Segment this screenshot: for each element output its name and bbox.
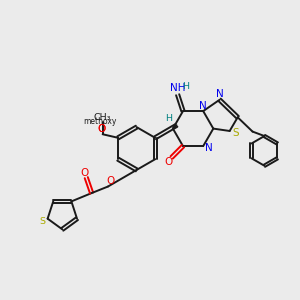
Text: O: O <box>81 168 89 178</box>
Text: N: N <box>199 101 207 111</box>
Text: NH: NH <box>170 83 186 93</box>
Text: O: O <box>164 157 172 167</box>
Text: methoxy: methoxy <box>84 117 117 126</box>
Text: O: O <box>107 176 115 186</box>
Text: H: H <box>165 114 172 123</box>
Text: S: S <box>232 128 239 138</box>
Text: N: N <box>216 89 224 100</box>
Text: H: H <box>182 82 190 91</box>
Text: CH₃: CH₃ <box>94 112 111 122</box>
Text: N: N <box>205 143 212 154</box>
Text: O: O <box>97 124 105 134</box>
Text: O: O <box>97 124 105 134</box>
Text: S: S <box>40 217 46 226</box>
